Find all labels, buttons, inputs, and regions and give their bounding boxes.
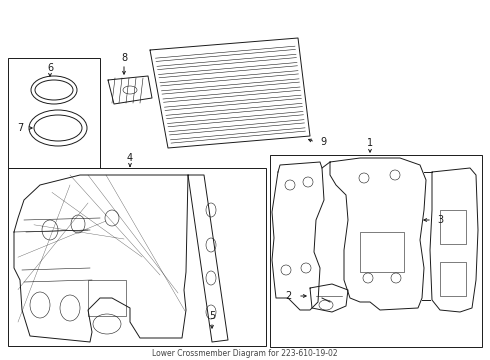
Text: 7: 7: [17, 123, 23, 133]
Text: 4: 4: [127, 153, 133, 163]
Bar: [88, 280, 126, 316]
Text: 1: 1: [367, 138, 373, 148]
Text: 9: 9: [320, 137, 326, 147]
Text: 6: 6: [47, 63, 53, 73]
Bar: [8, 168, 266, 346]
Bar: [270, 155, 482, 347]
Bar: [360, 232, 404, 272]
Text: 2: 2: [285, 291, 291, 301]
Text: 8: 8: [121, 53, 127, 63]
Text: 5: 5: [209, 311, 215, 321]
Bar: [440, 210, 466, 244]
Bar: [440, 262, 466, 296]
Text: Lower Crossmember Diagram for 223-610-19-02: Lower Crossmember Diagram for 223-610-19…: [152, 350, 338, 359]
Bar: [8, 58, 100, 168]
Text: 3: 3: [437, 215, 443, 225]
